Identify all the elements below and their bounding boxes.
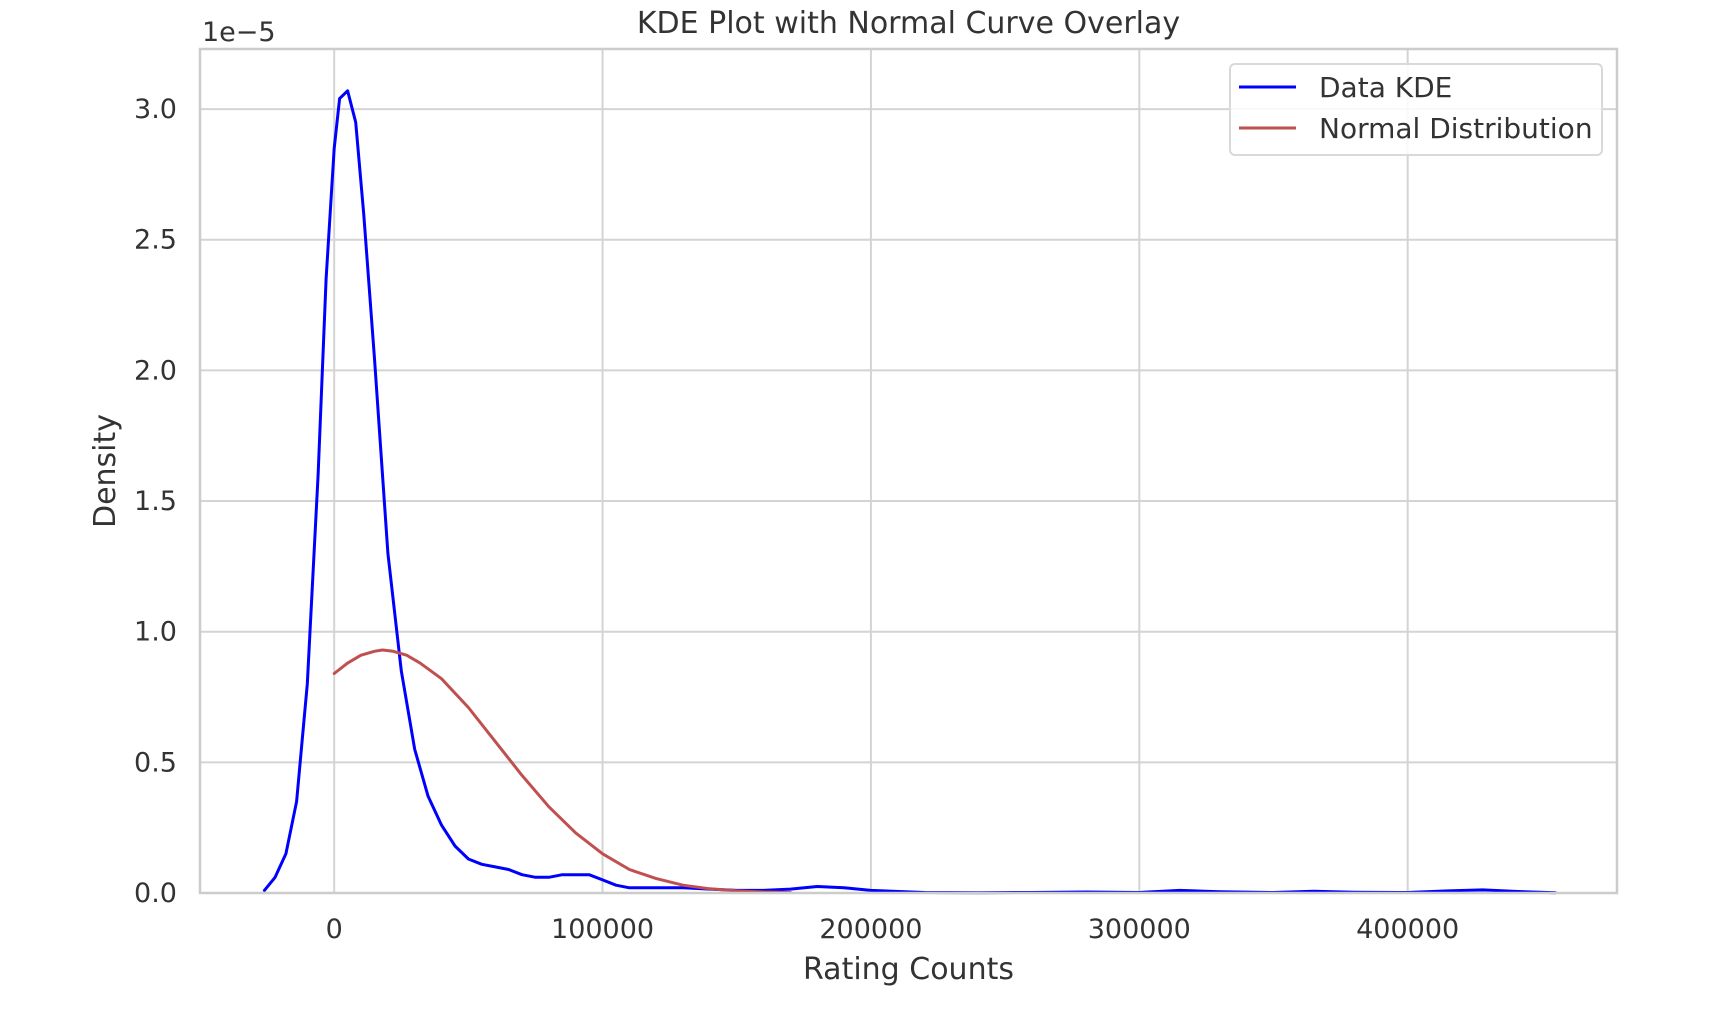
data-kde-line [262, 89, 1557, 895]
y-tick-label: 1.0 [134, 617, 177, 648]
x-tick-label: 300000 [1088, 914, 1191, 945]
plot-frame [198, 47, 1619, 895]
grid [200, 49, 1617, 894]
normal-distribution-line [332, 648, 792, 894]
legend-label-normal-distribution: Normal Distribution [1319, 112, 1593, 145]
tick-labels: 0 100000 200000 300000 400000 0.0 0.5 1.0 1.5 2.0… [134, 94, 1459, 945]
x-tick-label: 0 [326, 914, 343, 945]
y-tick-label: 2.0 [134, 355, 177, 386]
y-tick-label: 3.0 [134, 94, 177, 125]
x-tick-label: 100000 [551, 914, 654, 945]
y-tick-label: 0.0 [134, 878, 177, 909]
legend-label-data-kde: Data KDE [1319, 71, 1452, 104]
y-tick-label: 1.5 [134, 486, 177, 517]
x-tick-label: 400000 [1356, 914, 1459, 945]
x-axis-label: Rating Counts [803, 952, 1014, 987]
chart-title: KDE Plot with Normal Curve Overlay [637, 6, 1180, 41]
x-tick-label: 200000 [819, 914, 922, 945]
legend-box [1229, 63, 1603, 156]
legend: Data KDE Normal Distribution [1229, 63, 1603, 156]
y-tick-label: 2.5 [134, 225, 177, 256]
series-layer [262, 89, 1557, 895]
y-tick-label: 0.5 [134, 747, 177, 778]
y-axis-label: Density [88, 414, 123, 528]
y-offset-label: 1e−5 [202, 17, 276, 48]
